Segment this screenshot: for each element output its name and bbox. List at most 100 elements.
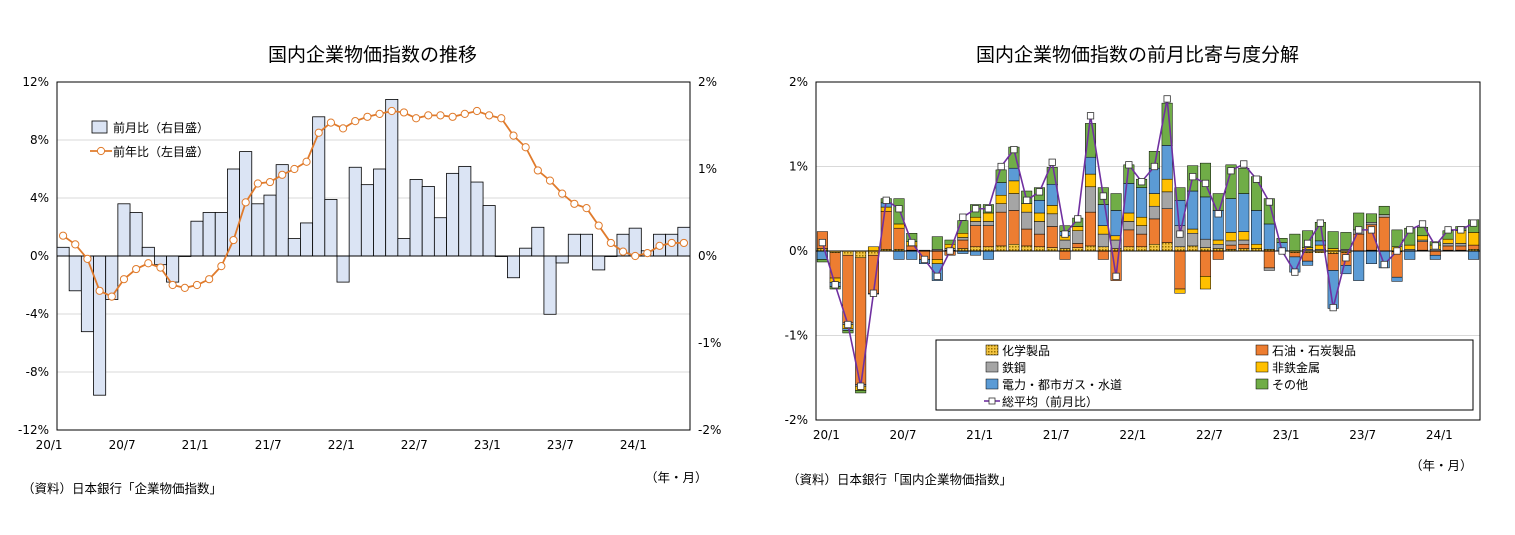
stack-segment <box>1238 239 1250 245</box>
average-point <box>1265 198 1273 206</box>
average-point <box>1418 220 1427 228</box>
stack-segment <box>1136 187 1148 218</box>
y-left-tick-label: -8% <box>26 365 49 379</box>
stack-segment <box>1110 193 1122 211</box>
bar <box>446 172 460 257</box>
average-point <box>1163 95 1171 103</box>
legend-label: 総平均（前月比） <box>1002 394 1098 409</box>
stack-segment <box>982 225 994 248</box>
bar <box>336 255 350 283</box>
average-line <box>821 98 1474 387</box>
stack-segment <box>1046 226 1058 248</box>
stack-segment <box>1174 288 1186 294</box>
stack-segment <box>1046 247 1058 252</box>
average-point <box>1010 145 1018 154</box>
bar <box>348 166 362 257</box>
average-point <box>895 205 903 213</box>
stack-segment <box>1072 230 1084 244</box>
stack-segment <box>1429 254 1441 260</box>
stack-segment <box>1429 250 1441 256</box>
stack-segment <box>842 330 854 334</box>
stack-segment <box>1161 145 1173 180</box>
stack-segment <box>931 250 943 260</box>
stack-segment <box>1251 210 1263 245</box>
yoy-point <box>205 275 214 284</box>
stack-segment <box>982 221 994 226</box>
legend-swatch <box>1255 344 1269 356</box>
average-point <box>1342 254 1350 262</box>
stack-segment <box>1187 233 1199 247</box>
average-point <box>1035 188 1044 196</box>
stack-segment <box>1404 250 1416 260</box>
stack-segment <box>1033 221 1045 235</box>
stack-segment <box>970 225 982 248</box>
average-point <box>1393 247 1401 255</box>
legend-label: その他 <box>1272 378 1308 392</box>
stack-segment <box>931 263 943 281</box>
average-point <box>1061 230 1069 238</box>
stack-segment <box>1238 243 1250 249</box>
average-point <box>920 255 929 264</box>
bar <box>117 203 131 257</box>
stack-segment <box>1417 239 1429 242</box>
stack-segment <box>970 221 982 226</box>
stack-segment <box>1021 228 1033 247</box>
stack-segment <box>970 216 982 222</box>
stack-segment <box>1148 243 1160 252</box>
stack-segment <box>1161 178 1173 193</box>
x-tick-label: 23/7 <box>1349 428 1376 442</box>
x-tick-label: 23/1 <box>1273 428 1300 442</box>
yoy-point <box>290 164 299 174</box>
legend-swatch-marker <box>988 397 996 405</box>
bar <box>68 255 82 292</box>
stack-segment <box>1046 205 1058 215</box>
x-tick-label: 24/1 <box>1426 428 1453 442</box>
stack-segment <box>1263 267 1275 271</box>
yoy-point <box>314 128 323 137</box>
bar <box>202 212 216 257</box>
yoy-point <box>448 112 457 121</box>
x-tick-label: 21/1 <box>182 438 209 452</box>
stack-segment <box>1212 250 1224 260</box>
stack-segment <box>1174 200 1186 226</box>
stack-segment <box>906 250 918 260</box>
source-note: （資料）日本銀行「企業物価指数」 <box>22 481 223 496</box>
stack-segment <box>1365 250 1377 264</box>
average-point <box>1329 304 1337 312</box>
average-point <box>1367 226 1376 234</box>
stack-segment <box>893 227 905 250</box>
bar <box>470 181 484 257</box>
stack-segment <box>1033 200 1045 214</box>
stack-segment <box>1238 167 1250 194</box>
average-point <box>933 272 941 280</box>
stack-segment <box>1340 232 1352 250</box>
stack-segment <box>995 203 1007 213</box>
chart-title: 国内企業物価指数の前月比寄与度分解 <box>975 44 1299 66</box>
yoy-point <box>326 118 335 127</box>
average-point <box>946 247 954 255</box>
average-point <box>1138 178 1146 186</box>
yoy-point <box>107 292 116 301</box>
left-chart-svg: 12% 8% 4% 0% -4% -8% -12% 2% 1% 0% -1% -2% 20/1 20/7 2… <box>18 75 721 452</box>
stack-segment <box>1417 235 1429 241</box>
bar <box>287 238 301 257</box>
y-left-tick-label: -12% <box>18 423 49 437</box>
stack-segment <box>1085 123 1097 158</box>
stack-segment <box>1378 214 1390 218</box>
stack-segment <box>995 182 1007 196</box>
y-tick-label: -2% <box>785 413 808 427</box>
stack-segment <box>1097 225 1109 235</box>
yoy-point <box>460 109 469 119</box>
bar <box>93 255 107 396</box>
stack-segment <box>1085 245 1097 252</box>
stack-segment <box>1468 250 1480 260</box>
average-point <box>844 320 852 329</box>
x-tick-label: 21/1 <box>966 428 993 442</box>
stack-segment <box>1148 218 1160 245</box>
bar <box>129 212 143 257</box>
yoy-point <box>351 117 360 126</box>
stack-segment <box>1148 193 1160 207</box>
stack-segment <box>1378 216 1390 252</box>
average-point <box>1201 179 1210 187</box>
stack-segment <box>1302 230 1314 248</box>
